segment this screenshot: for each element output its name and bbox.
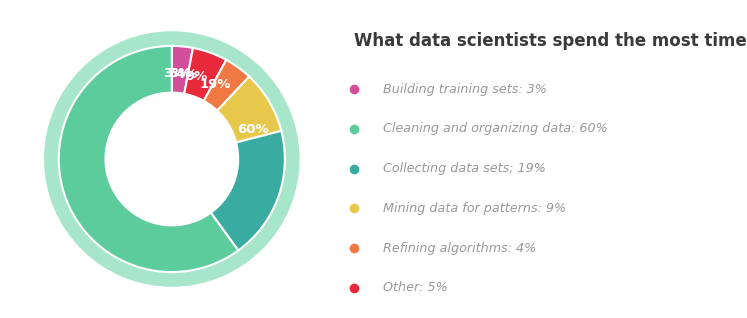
Text: 19%: 19% [199, 79, 231, 92]
Wedge shape [172, 46, 193, 101]
Wedge shape [212, 77, 282, 144]
Text: 9%: 9% [185, 70, 208, 83]
Text: 60%: 60% [237, 123, 268, 136]
Wedge shape [206, 131, 285, 251]
Circle shape [113, 100, 231, 218]
Wedge shape [200, 60, 249, 116]
Text: What data scientists spend the most time doing: What data scientists spend the most time… [354, 32, 747, 50]
Text: Cleaning and organizing data: 60%: Cleaning and organizing data: 60% [383, 122, 608, 135]
Text: 4%: 4% [176, 68, 198, 81]
Text: Collecting data sets; 19%: Collecting data sets; 19% [383, 162, 546, 175]
Text: Mining data for patterns: 9%: Mining data for patterns: 9% [383, 202, 566, 215]
Text: Refining algorithms: 4%: Refining algorithms: 4% [383, 242, 536, 254]
Circle shape [105, 92, 238, 226]
Wedge shape [59, 46, 238, 272]
Text: 3%: 3% [163, 66, 185, 80]
Text: Building training sets: 3%: Building training sets: 3% [383, 83, 547, 95]
Wedge shape [44, 31, 300, 287]
Wedge shape [183, 48, 226, 107]
Text: 5%: 5% [169, 67, 191, 80]
Text: Other: 5%: Other: 5% [383, 281, 447, 294]
